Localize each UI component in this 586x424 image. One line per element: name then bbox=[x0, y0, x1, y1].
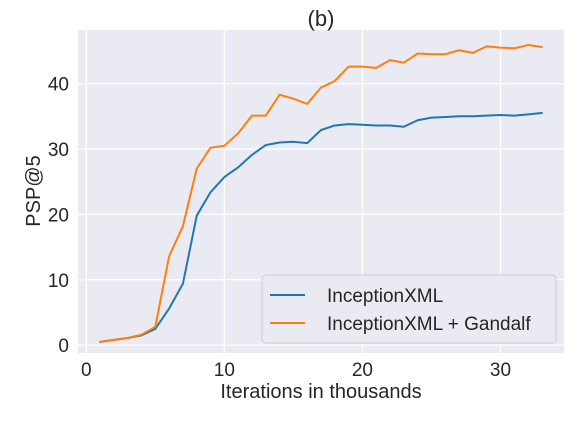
chart-title: (b) bbox=[308, 6, 335, 31]
legend: InceptionXML InceptionXML + Gandalf bbox=[261, 274, 557, 344]
y-tick-label: 40 bbox=[48, 75, 69, 96]
y-tick-label: 0 bbox=[58, 336, 69, 357]
x-tick-label: 10 bbox=[214, 360, 235, 381]
x-tick-label: 0 bbox=[81, 360, 92, 381]
x-axis-label: Iterations in thousands bbox=[220, 381, 421, 403]
x-tick-label: 20 bbox=[352, 360, 373, 381]
y-tick-label: 30 bbox=[48, 140, 69, 161]
tick-labels: 0 10 20 30 0 10 20 30 40 bbox=[48, 75, 511, 381]
series-lines bbox=[99, 44, 543, 343]
x-tick-label: 30 bbox=[490, 360, 511, 381]
y-axis-label: PSP@5 bbox=[23, 155, 45, 226]
legend-box bbox=[261, 274, 557, 344]
legend-label-inceptionxml: InceptionXML bbox=[327, 286, 443, 307]
series-line-inceptionxml-gandalf bbox=[99, 44, 543, 343]
y-tick-label: 10 bbox=[48, 271, 69, 292]
y-tick-label: 20 bbox=[48, 205, 69, 226]
series-line-inceptionxml bbox=[99, 112, 543, 343]
legend-label-inceptionxml-gandalf: InceptionXML + Gandalf bbox=[327, 314, 531, 335]
